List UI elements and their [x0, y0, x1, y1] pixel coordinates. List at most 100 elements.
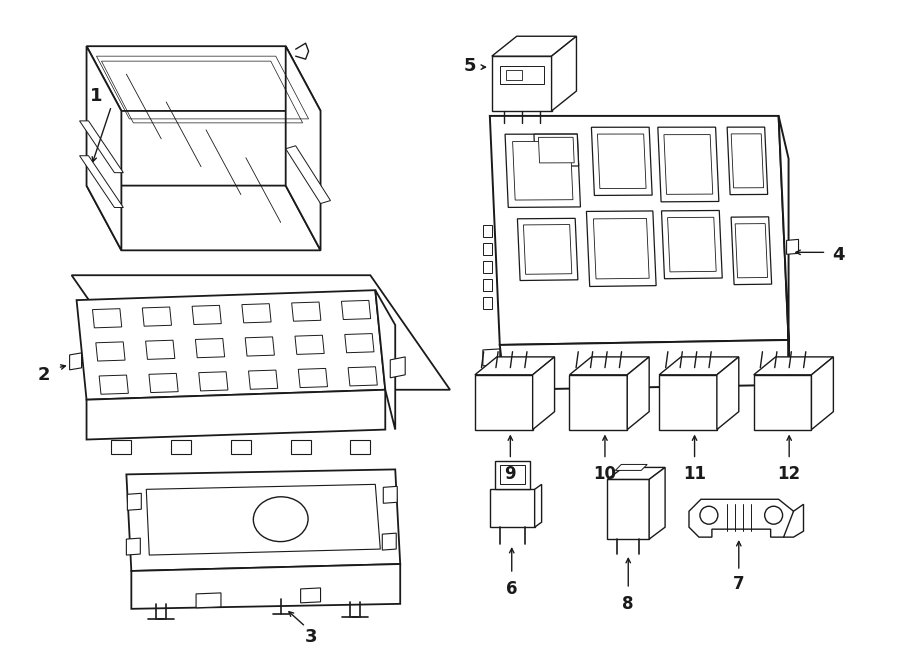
Polygon shape — [126, 469, 400, 571]
Polygon shape — [95, 342, 125, 361]
Polygon shape — [668, 217, 716, 272]
Polygon shape — [126, 538, 140, 555]
Polygon shape — [131, 564, 400, 609]
Polygon shape — [112, 440, 131, 455]
Polygon shape — [608, 479, 649, 539]
Polygon shape — [292, 302, 321, 321]
Polygon shape — [72, 275, 450, 390]
Polygon shape — [79, 156, 123, 208]
Polygon shape — [731, 217, 771, 285]
Polygon shape — [483, 261, 491, 273]
Text: 3: 3 — [304, 628, 317, 646]
Polygon shape — [495, 461, 530, 489]
Polygon shape — [535, 485, 542, 527]
Polygon shape — [147, 485, 381, 555]
Polygon shape — [659, 357, 739, 375]
Polygon shape — [778, 116, 788, 385]
Polygon shape — [382, 533, 396, 550]
Polygon shape — [608, 467, 665, 479]
Polygon shape — [248, 370, 278, 389]
Text: 1: 1 — [90, 87, 103, 105]
Polygon shape — [285, 46, 320, 251]
Polygon shape — [506, 70, 522, 80]
Polygon shape — [784, 504, 804, 537]
Polygon shape — [735, 223, 768, 278]
Polygon shape — [383, 486, 397, 503]
Polygon shape — [86, 390, 385, 440]
Polygon shape — [518, 218, 578, 280]
Polygon shape — [659, 375, 717, 430]
Text: 2: 2 — [38, 366, 50, 384]
Polygon shape — [285, 146, 330, 204]
Polygon shape — [86, 186, 320, 251]
Polygon shape — [171, 440, 191, 455]
Polygon shape — [195, 338, 225, 358]
Polygon shape — [717, 357, 739, 430]
Polygon shape — [146, 340, 175, 360]
Polygon shape — [658, 127, 719, 202]
Text: 4: 4 — [832, 247, 844, 264]
Polygon shape — [298, 368, 328, 387]
Polygon shape — [199, 371, 228, 391]
Polygon shape — [533, 357, 554, 430]
Polygon shape — [375, 290, 395, 430]
Polygon shape — [99, 375, 129, 394]
Polygon shape — [192, 305, 221, 325]
Polygon shape — [76, 290, 385, 400]
Polygon shape — [787, 239, 798, 254]
Polygon shape — [649, 467, 665, 539]
Polygon shape — [591, 127, 652, 196]
Text: 7: 7 — [733, 575, 744, 593]
Polygon shape — [534, 134, 579, 166]
Polygon shape — [500, 66, 544, 84]
Text: 8: 8 — [623, 595, 634, 613]
Polygon shape — [570, 375, 627, 430]
Polygon shape — [513, 141, 573, 200]
Polygon shape — [812, 357, 833, 430]
Polygon shape — [291, 440, 310, 455]
Polygon shape — [570, 357, 649, 375]
Text: 5: 5 — [464, 57, 476, 75]
Polygon shape — [348, 367, 377, 386]
Polygon shape — [505, 134, 580, 208]
Polygon shape — [491, 36, 577, 56]
Ellipse shape — [253, 497, 308, 541]
Polygon shape — [483, 297, 491, 309]
Polygon shape — [662, 210, 723, 279]
Polygon shape — [245, 337, 274, 356]
Polygon shape — [69, 353, 82, 370]
Text: 12: 12 — [778, 465, 801, 483]
Polygon shape — [345, 334, 374, 353]
Text: 11: 11 — [683, 465, 706, 483]
Circle shape — [765, 506, 783, 524]
Text: 9: 9 — [505, 465, 517, 483]
Polygon shape — [627, 357, 649, 430]
Text: 6: 6 — [506, 580, 518, 598]
Polygon shape — [616, 465, 647, 471]
Polygon shape — [483, 243, 491, 255]
Polygon shape — [500, 465, 525, 485]
Polygon shape — [727, 127, 768, 194]
Polygon shape — [483, 279, 491, 291]
Polygon shape — [196, 593, 221, 608]
Polygon shape — [753, 375, 812, 430]
Polygon shape — [598, 134, 646, 188]
Polygon shape — [79, 121, 123, 173]
Polygon shape — [86, 46, 320, 111]
Polygon shape — [483, 225, 491, 237]
Polygon shape — [475, 375, 533, 430]
Text: 10: 10 — [593, 465, 616, 483]
Polygon shape — [142, 307, 172, 326]
Polygon shape — [587, 211, 656, 286]
Polygon shape — [93, 309, 122, 328]
Polygon shape — [86, 46, 122, 251]
Polygon shape — [538, 137, 574, 163]
Polygon shape — [753, 357, 833, 375]
Polygon shape — [148, 373, 178, 393]
Polygon shape — [391, 357, 405, 378]
Polygon shape — [231, 440, 251, 455]
Polygon shape — [490, 489, 535, 527]
Polygon shape — [301, 588, 320, 603]
Circle shape — [700, 506, 718, 524]
Polygon shape — [242, 303, 271, 323]
